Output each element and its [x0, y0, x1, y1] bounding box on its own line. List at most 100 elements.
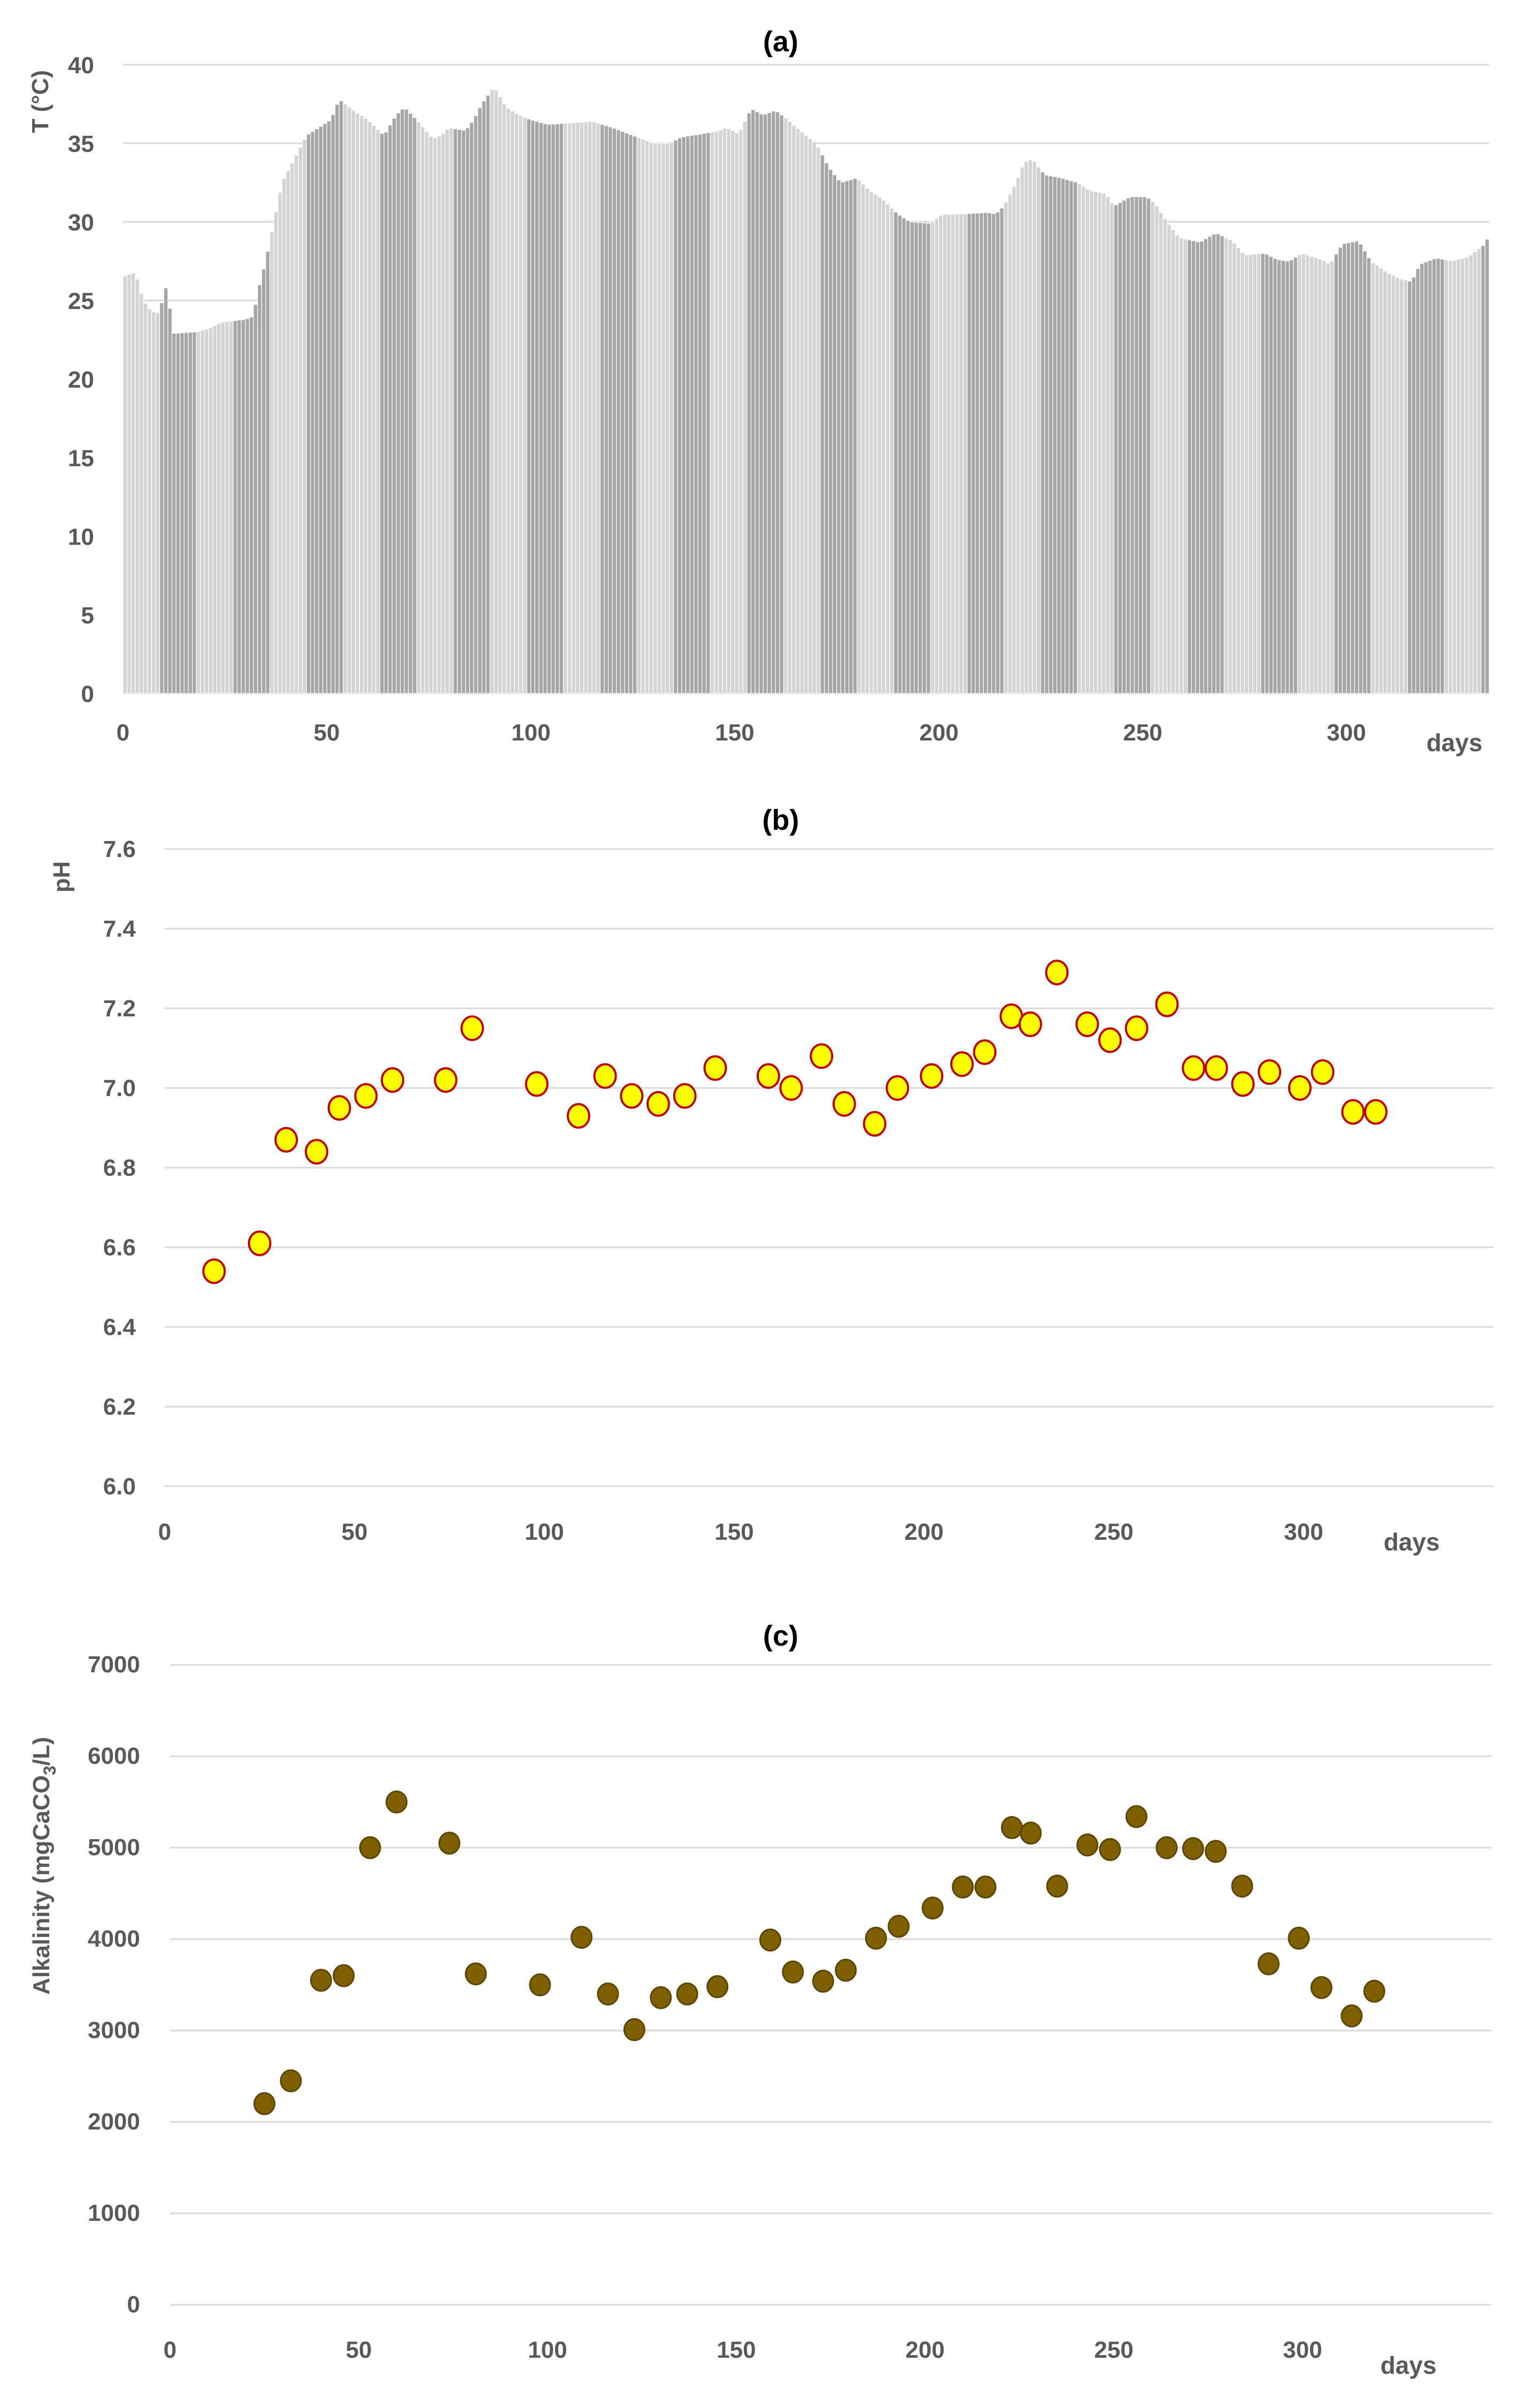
chart-a-bar: [636, 137, 642, 694]
chart-c-ytick: 1000: [88, 2200, 140, 2226]
chart-a-bar: [587, 121, 592, 694]
chart-a-bar: [1383, 270, 1388, 694]
chart-a-bar: [143, 303, 148, 694]
chart-b-marker: [305, 1139, 328, 1165]
chart-a-bar: [1113, 204, 1119, 694]
chart-a-bar: [216, 323, 221, 694]
chart-a-bar: [1048, 175, 1053, 694]
chart-c-marker: [386, 1790, 408, 1813]
chart-a-bar: [130, 272, 136, 694]
chart-c-xtick: 300: [1283, 2337, 1322, 2363]
chart-b-marker: [920, 1063, 944, 1089]
chart-a-bar: [241, 319, 246, 694]
chart-a-bar: [506, 108, 511, 694]
chart-a-bar: [1423, 261, 1429, 694]
chart-a-bar: [396, 112, 401, 694]
chart-a-xtick: 300: [1327, 720, 1366, 746]
chart-a-bar: [192, 331, 197, 694]
chart-a-bar: [355, 113, 360, 694]
chart-a-bar: [465, 127, 470, 694]
chart-a-bar: [1040, 172, 1045, 694]
chart-a-bar: [444, 129, 450, 694]
chart-c-ytick: 7000: [88, 1651, 140, 1678]
chart-a-bar: [799, 132, 805, 694]
chart-a-bar: [869, 191, 874, 694]
chart-a-bar: [326, 120, 332, 694]
chart-a-bar: [151, 311, 156, 694]
chart-a-bar: [1162, 218, 1168, 694]
chart-a-bar: [461, 130, 466, 694]
chart-a-bar: [1121, 199, 1127, 694]
chart-c-marker: [1156, 1836, 1178, 1859]
chart-a-ytick: 10: [68, 524, 94, 550]
chart-a-bar: [873, 194, 878, 694]
chart-a-bar: [1183, 238, 1188, 694]
chart-a-bar: [694, 134, 698, 694]
chart-a-bar: [1207, 236, 1212, 694]
chart-a-xtick: 200: [919, 720, 958, 746]
chart-a-bars: [122, 89, 1490, 694]
chart-a-bar: [1052, 176, 1058, 694]
chart-c-marker: [1231, 1874, 1253, 1898]
chart-b-ytick: 6.6: [103, 1234, 136, 1261]
chart-a-bar: [1191, 240, 1196, 694]
chart-a-bar: [408, 113, 413, 694]
chart-a-bar: [734, 132, 740, 694]
chart-c-marker: [333, 1964, 355, 1987]
chart-a-bar: [1321, 260, 1327, 694]
chart-a-bar: [261, 268, 266, 694]
chart-c-marker: [1020, 1822, 1042, 1845]
chart-a-bar: [1387, 273, 1392, 694]
chart-a-bar: [379, 133, 384, 694]
chart-a-bar: [1481, 245, 1485, 694]
chart-a-bar: [183, 332, 189, 694]
chart-c-marker: [759, 1928, 782, 1952]
chart-b-gridlines: [165, 848, 1493, 1487]
chart-a-bar: [155, 312, 160, 694]
chart-a-bar: [318, 126, 324, 694]
chart-a-bar: [1101, 192, 1106, 694]
chart-a-bar: [738, 129, 743, 694]
chart-a-bar: [934, 218, 939, 694]
chart-a-bar: [249, 317, 254, 694]
chart-a-bar: [473, 115, 479, 694]
chart-a-bar: [832, 174, 837, 694]
chart-a-bar: [233, 320, 238, 694]
chart-a-bar: [1342, 243, 1347, 694]
chart-c-marker: [865, 1926, 887, 1950]
chart-a-bar: [306, 134, 311, 694]
chart-a-bar: [1093, 191, 1098, 694]
chart-a-bar: [1268, 256, 1274, 694]
chart-b: (b) 6.0 6.2 6.4 6.6 6.8 7.0 7.2 7.4 7.6 …: [49, 804, 1493, 1556]
chart-a-bar: [954, 213, 960, 694]
chart-a-ytick: 40: [68, 52, 94, 79]
chart-a-bar: [685, 135, 690, 694]
chart-a-bar: [1293, 257, 1298, 694]
chart-a-bar: [669, 142, 674, 694]
chart-a-bar: [338, 101, 344, 694]
chart-a-bar: [1407, 281, 1412, 694]
chart-a-bar: [1289, 259, 1294, 694]
chart-a-bar: [971, 213, 976, 694]
chart-a-bar: [546, 124, 552, 694]
chart-c-marker: [1000, 1816, 1023, 1839]
chart-b-marker: [1098, 1027, 1122, 1053]
chart-a-bar: [1015, 177, 1021, 694]
chart-b-marker: [810, 1043, 834, 1069]
chart-b-marker: [1341, 1099, 1365, 1125]
chart-b-marker: [703, 1055, 727, 1081]
chart-a-bar: [783, 118, 788, 694]
chart-a-x-label: days: [1427, 729, 1483, 757]
chart-a-bar: [1044, 174, 1049, 694]
chart-a-bar: [918, 222, 923, 694]
chart-a-bar: [975, 212, 980, 694]
chart-b-markers: [202, 959, 1388, 1284]
chart-c-marker: [812, 1970, 834, 1993]
chart-a-bar: [575, 122, 580, 694]
chart-a-bar: [135, 279, 140, 694]
chart-b-xtick: 250: [1094, 1519, 1133, 1545]
chart-a-bar: [180, 332, 185, 694]
chart-a-bar: [599, 124, 605, 694]
chart-c-xtick: 50: [346, 2337, 372, 2363]
chart-c-marker: [253, 2092, 275, 2116]
